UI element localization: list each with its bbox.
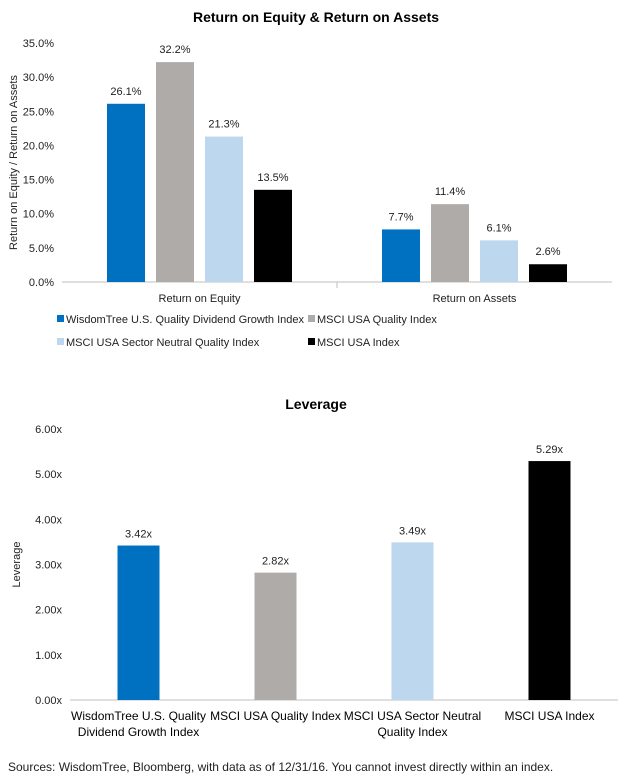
data-label: 5.29x (536, 444, 563, 456)
bar (254, 189, 292, 282)
y-tick-label: 0.00x (35, 695, 62, 707)
data-label: 3.49x (399, 525, 426, 537)
data-label: 13.5% (257, 172, 288, 184)
legend-item: MSCI USA Sector Neutral Quality Index (66, 337, 260, 349)
x-tick-label: MSCI USA Sector Neutral (344, 709, 481, 723)
legend-item: WisdomTree U.S. Quality Dividend Growth … (66, 314, 305, 326)
bar (205, 136, 243, 282)
data-label: 3.42x (125, 529, 152, 541)
bar (528, 461, 571, 700)
y-tick-label: 5.00x (35, 469, 62, 481)
legend-item: MSCI USA Quality Index (317, 314, 437, 326)
bar (529, 264, 567, 282)
data-label: 26.1% (110, 86, 141, 98)
y-tick-label: 20.0% (23, 140, 54, 152)
y-tick-label: 5.0% (29, 243, 54, 255)
y-tick-label: 4.00x (35, 514, 62, 526)
y-tick-label: 6.00x (35, 424, 62, 436)
y-tick-label: 35.0% (23, 38, 54, 50)
chart-title: Leverage (285, 396, 347, 412)
bar (107, 103, 145, 282)
data-label: 21.3% (208, 119, 239, 131)
chart-title: Return on Equity & Return on Assets (193, 9, 439, 25)
data-label: 2.82x (262, 556, 289, 568)
y-tick-label: 30.0% (23, 72, 54, 84)
bar (480, 240, 518, 282)
x-tick-label: WisdomTree U.S. Quality (71, 709, 206, 723)
x-tick-label: Quality Index (377, 725, 447, 739)
bar (431, 204, 469, 282)
legend-swatch (57, 338, 64, 345)
charts-canvas: Return on Equity & Return on Assets Retur… (8, 9, 618, 739)
source-note: Sources: WisdomTree, Bloomberg, with dat… (8, 760, 554, 774)
bar (117, 545, 160, 700)
y-tick-label: 0.0% (29, 277, 54, 289)
y-tick-label: 10.0% (23, 209, 54, 221)
data-label: 11.4% (435, 186, 466, 198)
y-tick-label: 15.0% (23, 175, 54, 187)
legend-swatch (57, 315, 64, 322)
y-tick-label: 25.0% (23, 106, 54, 118)
x-tick-label: Return on Assets (433, 293, 517, 305)
y-tick-label: 3.00x (35, 560, 62, 572)
data-label: 7.7% (388, 211, 413, 223)
y-axis-label: Leverage (11, 542, 23, 588)
data-label: 6.1% (486, 222, 511, 234)
bar (382, 229, 420, 282)
data-label: 2.6% (535, 246, 560, 258)
y-axis-label: Return on Equity / Return on Assets (8, 75, 20, 250)
x-tick-label: Dividend Growth Index (78, 725, 199, 739)
legend-swatch (308, 338, 315, 345)
legend-item: MSCI USA Index (317, 337, 400, 349)
bar (391, 542, 434, 700)
bar (254, 572, 297, 700)
bar (156, 62, 194, 283)
data-label: 32.2% (159, 44, 190, 56)
y-tick-label: 1.00x (35, 650, 62, 662)
x-tick-label: MSCI USA Index (504, 709, 594, 723)
x-tick-label: Return on Equity (159, 293, 241, 305)
y-tick-label: 2.00x (35, 605, 62, 617)
x-tick-label: MSCI USA Quality Index (210, 709, 341, 723)
legend-swatch (308, 315, 315, 322)
